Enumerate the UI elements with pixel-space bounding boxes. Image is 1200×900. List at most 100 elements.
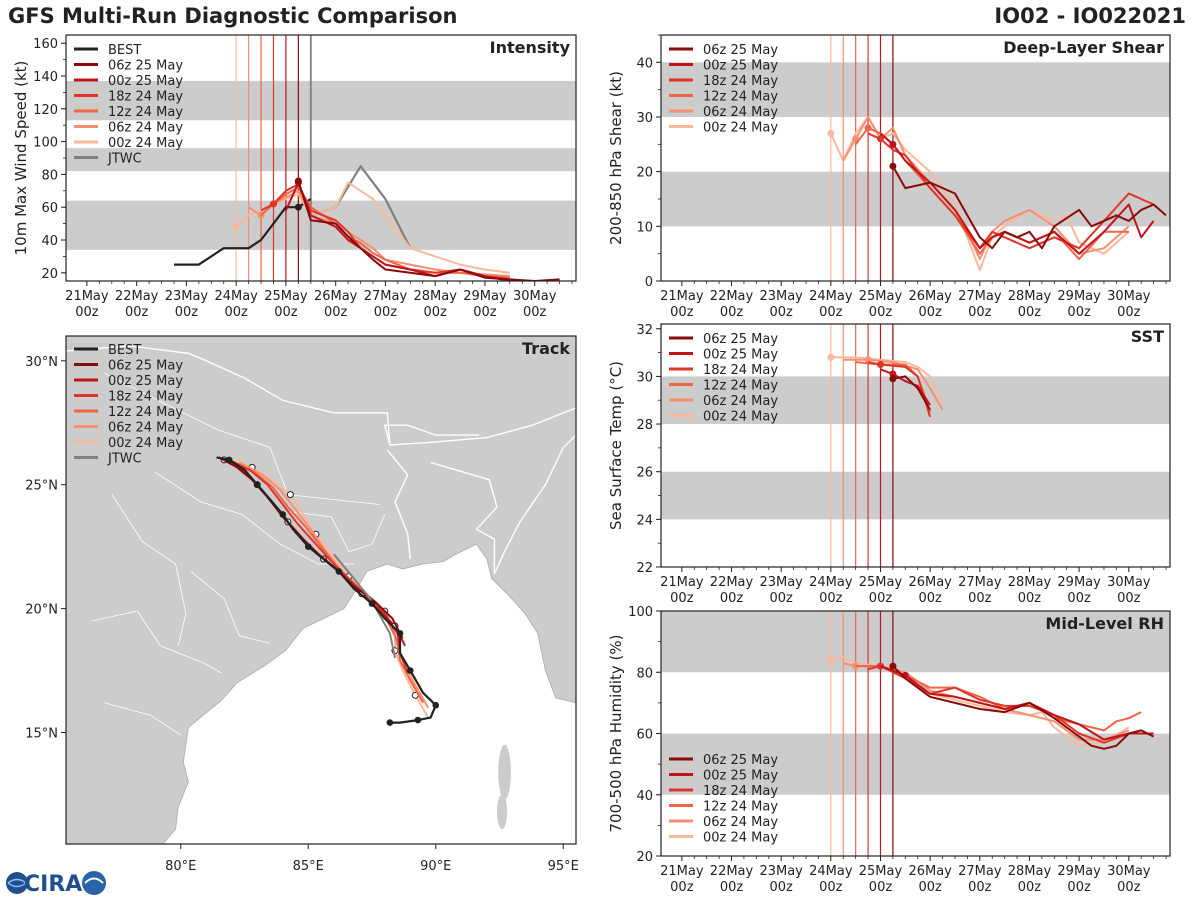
best-track-point <box>406 667 414 674</box>
sst-xtick-hour: 00z <box>918 591 942 606</box>
track-map: 80°E 85°E 90°E 95°E 15°N 20°N 25°N 30°N Track BES… <box>25 335 579 874</box>
sst-legend-label: 06z 25 May <box>703 332 778 347</box>
rh-xtick-hour: 00z <box>869 880 893 895</box>
rh-xtick-day: 22May <box>710 864 754 879</box>
shear-xtick-day: 29May <box>1057 289 1101 304</box>
track-legend-label: 12z 24 May <box>108 405 183 420</box>
sst-ytick-label: 30 <box>636 370 653 385</box>
cira-logo: CIRA <box>6 871 106 897</box>
shear-ytick-label: 10 <box>636 220 653 235</box>
intensity-band-1 <box>66 148 576 172</box>
land-mass <box>66 336 576 844</box>
shear-frame <box>660 34 1171 282</box>
intensity-marker-2 <box>232 223 240 231</box>
intensity-ytick-label: 120 <box>33 103 58 118</box>
track-lat-label: 30°N <box>25 355 58 370</box>
sst-xtick-hour: 00z <box>1067 591 1091 606</box>
shear-ytick-label: 0 <box>645 275 653 290</box>
intensity-legend-label: 00z 24 May <box>108 136 183 151</box>
intensity-ytick-label: 80 <box>41 168 58 183</box>
state-border-2 <box>190 571 271 644</box>
sst-marker-0 <box>827 353 835 361</box>
rh-xtick-day: 30May <box>1107 864 1151 879</box>
shear-xtick-day: 22May <box>710 289 754 304</box>
sst-legend-label: 00z 24 May <box>703 410 778 425</box>
rh-band-0 <box>661 733 1170 795</box>
andaman-island-0 <box>498 744 511 800</box>
sst-marker-5 <box>889 375 897 383</box>
shear-xtick-hour: 00z <box>1067 305 1091 320</box>
rh-xtick-day: 28May <box>1008 864 1052 879</box>
sst-xtick-hour: 00z <box>1018 591 1042 606</box>
track-lon-label: 85°E <box>293 859 324 874</box>
rh-band-1 <box>661 611 1170 673</box>
cira-orbit-icon <box>7 878 28 888</box>
intensity-xtick-day: 23May <box>165 289 209 304</box>
sst-series-06z-25-may <box>892 375 931 411</box>
shear-series-06z-25-may <box>892 165 1167 250</box>
track-lon-label: 95°E <box>548 859 579 874</box>
shear-legend-label: 00z 24 May <box>703 121 778 136</box>
sst-ytick-label: 24 <box>636 513 653 528</box>
best-track-point <box>279 511 287 518</box>
state-border-1 <box>155 471 355 565</box>
rh-xtick-day: 29May <box>1057 864 1101 879</box>
rh-series-00z-25-may <box>880 665 1154 741</box>
intensity-band-0 <box>66 200 576 250</box>
shear-xtick-day: 30May <box>1107 289 1151 304</box>
intensity-legend-label: 00z 25 May <box>108 74 183 89</box>
shear-xtick-day: 27May <box>958 289 1002 304</box>
intensity-marker-5 <box>269 200 277 208</box>
intensity-xtick-hour: 00z <box>523 305 547 320</box>
shear-title: Deep-Layer Shear <box>1003 38 1164 57</box>
country-border-3 <box>493 434 576 575</box>
intensity-series-group <box>174 165 560 281</box>
sst-xtick-day: 24May <box>809 575 853 590</box>
sst-series-00z-24-may <box>830 356 944 404</box>
shear-xtick-day: 23May <box>759 289 803 304</box>
intensity-legend-label: 06z 24 May <box>108 121 183 136</box>
shear-xtick-hour: 00z <box>1018 305 1042 320</box>
intensity-xtick-day: 30May <box>513 289 557 304</box>
rh-xtick-day: 21May <box>660 864 704 879</box>
shear-xtick-day: 24May <box>809 289 853 304</box>
sst-xtick-hour: 00z <box>670 591 694 606</box>
shear-xtick-hour: 00z <box>918 305 942 320</box>
shear-xtick-day: 26May <box>908 289 952 304</box>
state-border-0 <box>104 372 380 505</box>
shear-marker-0 <box>827 129 835 137</box>
rh-marker-0 <box>827 656 835 664</box>
sst-xtick-hour: 00z <box>819 591 843 606</box>
shear-legend-label: 06z 24 May <box>703 105 778 120</box>
track-line-best <box>216 456 437 724</box>
shear-marker-2 <box>864 124 872 132</box>
track-legend-label: BEST <box>108 343 141 358</box>
track-legend-label: JTWC <box>107 452 142 467</box>
rh-xtick-hour: 00z <box>968 880 992 895</box>
rh-legend-label: 00z 25 May <box>703 769 778 784</box>
intensity-legend-label: 18z 24 May <box>108 90 183 105</box>
sst-xtick-day: 22May <box>710 575 754 590</box>
state-border-5 <box>91 610 222 674</box>
track-lat-label: 15°N <box>25 726 58 741</box>
best-track-point <box>304 543 312 550</box>
intensity-xtick-hour: 00z <box>473 305 497 320</box>
track-legend-label: 06z 25 May <box>108 359 183 374</box>
sst-legend-label: 06z 24 May <box>703 394 778 409</box>
rh-xtick-hour: 00z <box>819 880 843 895</box>
best-track-point <box>396 630 404 637</box>
rh-xtick-hour: 00z <box>1117 880 1141 895</box>
page-title: GFS Multi-Run Diagnostic Comparison <box>8 4 458 28</box>
intensity-title: Intensity <box>490 38 571 57</box>
rh-marker-5 <box>889 662 897 670</box>
shear-xtick-hour: 00z <box>720 305 744 320</box>
intensity-xtick-day: 24May <box>214 289 258 304</box>
track-legend-label: 06z 24 May <box>108 421 183 436</box>
rh-ytick-label: 100 <box>628 605 653 620</box>
shear-xtick-day: 28May <box>1008 289 1052 304</box>
intensity-ytick-label: 60 <box>41 201 58 216</box>
intensity-series-06z-25-may <box>297 180 560 281</box>
best-track-point <box>368 600 376 607</box>
shear-ytick-label: 30 <box>636 111 653 126</box>
